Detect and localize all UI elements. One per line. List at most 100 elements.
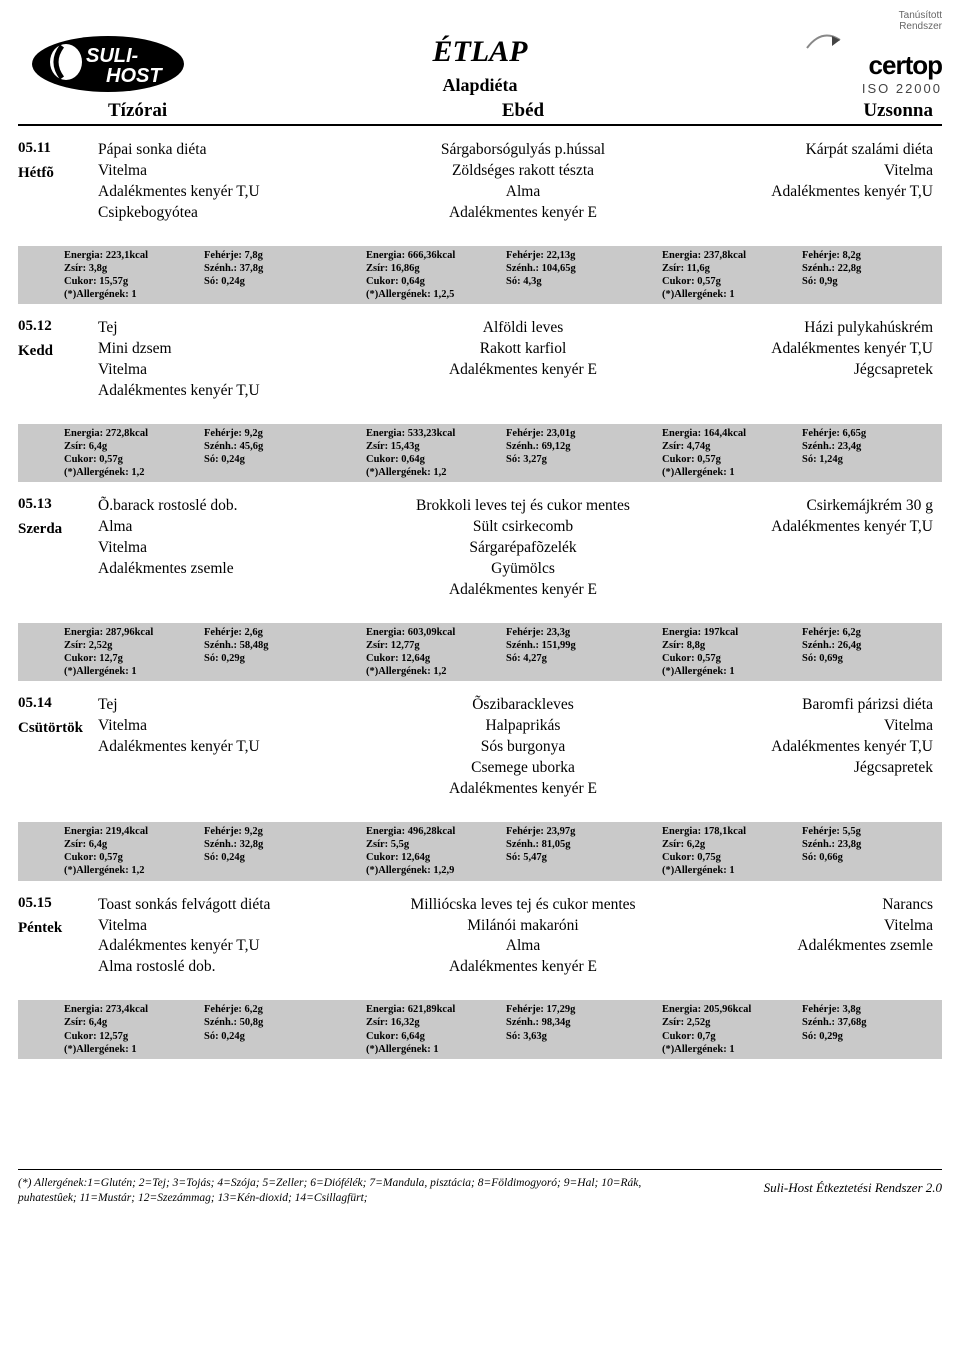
food-item: Narancs [673, 895, 933, 916]
nut-left: Energia: 205,96kcalZsír: 2,52gCukor: 0,7… [662, 1003, 802, 1056]
food-item: Adalékmentes kenyér T,U [673, 737, 933, 758]
day-block: 05.14CsütörtökTejVitelmaAdalékmentes ken… [18, 695, 942, 880]
nut-right: Fehérje: 23,01gSzénh.: 69,12gSó: 3,27g [506, 427, 626, 480]
food-item: Adalékmentes kenyér T,U [98, 381, 373, 402]
food-item: Sárgaborsógulyás p.hússal [373, 140, 673, 161]
day-date: 05.12 [18, 318, 98, 335]
nut-left: Energia: 272,8kcalZsír: 6,4gCukor: 0,57g… [64, 427, 204, 480]
food-item: Adalékmentes kenyér T,U [673, 517, 933, 538]
nut-left: Energia: 178,1kcalZsír: 6,2gCukor: 0,75g… [662, 825, 802, 878]
tizorai-foods: TejVitelmaAdalékmentes kenyér T,U [98, 695, 373, 800]
food-item: Mini dzsem [98, 339, 373, 360]
food-item: Adalékmentes kenyér E [373, 580, 673, 601]
food-item: Adalékmentes kenyér E [373, 360, 673, 381]
food-item: Zöldséges rakott tészta [373, 161, 673, 182]
tizorai-foods: Toast sonkás felvágott diétaVitelmaAdalé… [98, 895, 373, 979]
nutrition-bar: Energia: 272,8kcalZsír: 6,4gCukor: 0,57g… [18, 424, 942, 483]
food-item: Adalékmentes kenyér E [373, 779, 673, 800]
ebed-foods: Brokkoli leves tej és cukor mentesSült c… [373, 496, 673, 601]
food-item: Csemege uborka [373, 758, 673, 779]
ebed-foods: ÕszibaracklevesHalpaprikásSós burgonyaCs… [373, 695, 673, 800]
ebed-foods: Milliócska leves tej és cukor mentesMilá… [373, 895, 673, 979]
food-item: Alföldi leves [373, 318, 673, 339]
nut-left: Energia: 287,96kcalZsír: 2,52gCukor: 12,… [64, 626, 204, 679]
page-subtitle: Alapdiéta [198, 75, 762, 96]
nut-right: Fehérje: 6,2gSzénh.: 26,4gSó: 0,69g [802, 626, 922, 679]
day-date: 05.13 [18, 496, 98, 513]
uzsonna-foods: NarancsVitelmaAdalékmentes zsemle [673, 895, 938, 979]
nut-right: Fehérje: 9,2gSzénh.: 32,8gSó: 0,24g [204, 825, 324, 878]
nut-right: Fehérje: 3,8gSzénh.: 37,68gSó: 0,29g [802, 1003, 922, 1056]
title-block: ÉTLAP Alapdiéta [198, 35, 762, 96]
food-item: Alma [98, 517, 373, 538]
day-date: 05.14 [18, 695, 98, 712]
food-item: Vitelma [98, 716, 373, 737]
food-item: Õszibarackleves [373, 695, 673, 716]
food-item: Adalékmentes zsemle [673, 936, 933, 957]
nut-left: Energia: 621,89kcalZsír: 16,32gCukor: 6,… [366, 1003, 506, 1056]
system-name: Suli-Host Étkeztetési Rendszer 2.0 [764, 1176, 942, 1196]
svg-text:SULI-: SULI- [86, 45, 139, 67]
food-item: Sárgarépafõzelék [373, 538, 673, 559]
uzsonna-foods: Kárpát szalámi diétaVitelmaAdalékmentes … [673, 140, 938, 224]
nut-right: Fehérje: 9,2gSzénh.: 45,6gSó: 0,24g [204, 427, 324, 480]
food-item: Alma [373, 936, 673, 957]
food-item: Adalékmentes zsemle [98, 559, 373, 580]
food-item: Sós burgonya [373, 737, 673, 758]
page-header: SULI- HOST ÉTLAP Alapdiéta Tanúsított Re… [18, 10, 942, 96]
page-footer: (*) Allergének:1=Glutén; 2=Tej; 3=Tojás;… [18, 1169, 942, 1206]
allergen-footnote: (*) Allergének:1=Glutén; 2=Tej; 3=Tojás;… [18, 1176, 658, 1206]
food-item: Jégcsapretek [673, 758, 933, 779]
ebed-foods: Sárgaborsógulyás p.hússalZöldséges rakot… [373, 140, 673, 224]
food-item: Adalékmentes kenyér T,U [98, 182, 373, 203]
food-item: Baromfi párizsi diéta [673, 695, 933, 716]
day-block: 05.13 SzerdaÕ.barack rostoslé dob.AlmaVit… [18, 496, 942, 681]
day-block: 05.11HétfõPápai sonka diétaVitelmaAdalék… [18, 140, 942, 304]
food-item: Vitelma [673, 916, 933, 937]
food-item: Milánói makaróni [373, 916, 673, 937]
food-item: Adalékmentes kenyér T,U [673, 182, 933, 203]
nut-right: Fehérje: 6,65gSzénh.: 23,4gSó: 1,24g [802, 427, 922, 480]
nut-right: Fehérje: 2,6gSzénh.: 58,48gSó: 0,29g [204, 626, 324, 679]
nut-left: Energia: 273,4kcalZsír: 6,4gCukor: 12,57… [64, 1003, 204, 1056]
nut-left: Energia: 219,4kcalZsír: 6,4gCukor: 0,57g… [64, 825, 204, 878]
food-item: Vitelma [98, 360, 373, 381]
food-item: Alma [373, 182, 673, 203]
food-item: Csirkemájkrém 30 g [673, 496, 933, 517]
meal-header-row: Tízórai Ebéd Uzsonna [18, 100, 942, 126]
food-item: Alma rostoslé dob. [98, 957, 373, 978]
nut-right: Fehérje: 23,97gSzénh.: 81,05gSó: 5,47g [506, 825, 626, 878]
nut-left: Energia: 237,8kcalZsír: 11,6gCukor: 0,57… [662, 249, 802, 302]
nutrition-bar: Energia: 223,1kcalZsír: 3,8gCukor: 15,57… [18, 246, 942, 305]
food-item: Rakott karfiol [373, 339, 673, 360]
food-item: Milliócska leves tej és cukor mentes [373, 895, 673, 916]
nut-right: Fehérje: 6,2gSzénh.: 50,8gSó: 0,24g [204, 1003, 324, 1056]
nut-left: Energia: 223,1kcalZsír: 3,8gCukor: 15,57… [64, 249, 204, 302]
header-tizorai: Tízórai [98, 100, 373, 122]
header-ebed: Ebéd [373, 100, 673, 122]
food-item: Gyümölcs [373, 559, 673, 580]
food-item: Õ.barack rostoslé dob. [98, 496, 373, 517]
header-uzsonna: Uzsonna [673, 100, 938, 122]
day-name: Péntek [18, 920, 98, 937]
nut-right: Fehérje: 22,13gSzénh.: 104,65gSó: 4,3g [506, 249, 626, 302]
day-block: 05.15PéntekToast sonkás felvágott diétaV… [18, 895, 942, 1059]
tizorai-foods: Pápai sonka diétaVitelmaAdalékmentes ken… [98, 140, 373, 224]
food-item: Adalékmentes kenyér T,U [98, 936, 373, 957]
day-name: Hétfõ [18, 165, 98, 182]
food-item: Csipkebogyótea [98, 203, 373, 224]
food-item: Sült csirkecomb [373, 517, 673, 538]
food-item: Vitelma [98, 538, 373, 559]
nut-left: Energia: 197kcalZsír: 8,8gCukor: 0,57g(*… [662, 626, 802, 679]
tizorai-foods: Õ.barack rostoslé dob.AlmaVitelmaAdalékm… [98, 496, 373, 601]
nutrition-bar: Energia: 219,4kcalZsír: 6,4gCukor: 0,57g… [18, 822, 942, 881]
nut-left: Energia: 603,09kcalZsír: 12,77gCukor: 12… [366, 626, 506, 679]
uzsonna-foods: Házi pulykahúskrémAdalékmentes kenyér T,… [673, 318, 938, 402]
ebed-foods: Alföldi levesRakott karfiolAdalékmentes … [373, 318, 673, 402]
food-item: Adalékmentes kenyér E [373, 957, 673, 978]
tizorai-foods: TejMini dzsemVitelmaAdalékmentes kenyér … [98, 318, 373, 402]
nut-right: Fehérje: 17,29gSzénh.: 98,34gSó: 3,63g [506, 1003, 626, 1056]
nut-right: Fehérje: 8,2gSzénh.: 22,8gSó: 0,9g [802, 249, 922, 302]
nut-left: Energia: 164,4kcalZsír: 4,74gCukor: 0,57… [662, 427, 802, 480]
day-name: Szerda [18, 521, 98, 538]
